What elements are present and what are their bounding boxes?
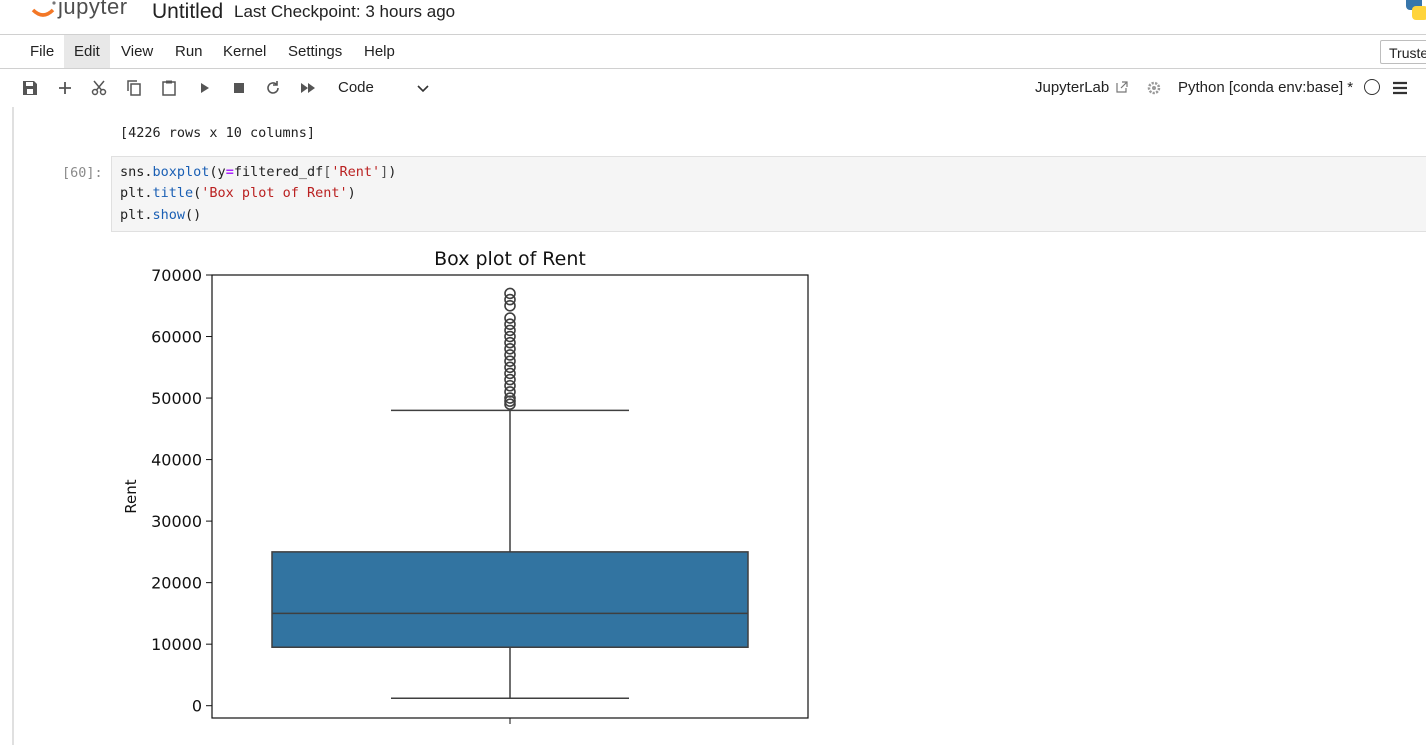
outlier-point: [504, 398, 516, 411]
outlier-point: [504, 367, 516, 380]
y-tick-label: 20000: [151, 574, 202, 593]
boxplot-chart: Box plot of Rent Rent 0 10000 20000 30000 4000…: [122, 248, 809, 724]
notebook-panel: [4226 rows x 10 columns] [60]: sns.boxpl…: [0, 107, 1426, 745]
kernel-status-icon: [1364, 79, 1380, 95]
y-tick-label: 50000: [151, 389, 202, 408]
menu-help[interactable]: Help: [364, 43, 395, 60]
axes-frame: [211, 274, 809, 719]
menu-settings[interactable]: Settings: [288, 43, 343, 60]
chevron-down-icon: [417, 85, 429, 93]
outlier-point: [504, 293, 516, 306]
input-prompt: [60]:: [62, 165, 103, 181]
outlier-point: [504, 343, 516, 355]
menu-kernel[interactable]: Kernel: [223, 43, 267, 60]
cell-collapser-bar[interactable]: [12, 107, 14, 745]
code-line: sns.boxplot(y=filtered_df['Rent']): [120, 164, 397, 180]
y-tick-label: 60000: [151, 328, 202, 347]
outlier-point: [504, 379, 516, 392]
checkpoint-status: Last Checkpoint: 3 hours ago: [234, 2, 456, 21]
outlier-point: [504, 318, 516, 331]
menu-file[interactable]: File: [30, 43, 55, 60]
menu-view[interactable]: View: [121, 43, 154, 60]
kernel-name[interactable]: Python [conda env:base] *: [1178, 79, 1354, 96]
outlier-point: [504, 299, 516, 312]
outlier-point: [504, 312, 516, 324]
menu-edit[interactable]: Edit: [64, 35, 110, 68]
kernel-gear-icon: [1147, 81, 1161, 95]
outlier-point: [504, 373, 516, 386]
add-cell-icon: [59, 82, 71, 94]
add-cell-button[interactable]: [55, 78, 75, 98]
run-all-icon: [301, 83, 315, 93]
code-cell-editor[interactable]: sns.boxplot(y=filtered_df['Rent']) plt.t…: [111, 156, 1426, 232]
stop-icon: [234, 83, 244, 93]
menu-bar: File Edit View Run Kernel Settings Help …: [0, 35, 1426, 69]
run-button[interactable]: [195, 78, 215, 98]
save-button[interactable]: [20, 78, 40, 98]
logo-text: jupyter: [58, 0, 128, 19]
external-link-icon: [1116, 81, 1128, 93]
y-tick-label: 30000: [151, 512, 202, 531]
stop-button[interactable]: [229, 78, 249, 98]
cut-button[interactable]: [89, 78, 109, 98]
restart-icon: [267, 81, 279, 94]
outlier-point: [504, 386, 516, 398]
python-logo-icon: [1406, 0, 1426, 20]
paste-button[interactable]: [159, 78, 179, 98]
outlier-point: [504, 349, 516, 361]
run-all-button[interactable]: [298, 78, 318, 98]
dataframe-summary-output: [4226 rows x 10 columns]: [120, 125, 316, 141]
y-tick-label: 0: [192, 697, 202, 716]
y-tick-label: 70000: [151, 266, 202, 285]
jupyter-logo-icon[interactable]: [28, 0, 58, 22]
y-axis-label: Rent: [122, 479, 140, 513]
copy-icon: [127, 80, 141, 96]
outlier-point: [504, 336, 516, 349]
outlier-point: [504, 361, 516, 374]
outlier-point: [504, 392, 516, 404]
paste-icon: [162, 80, 176, 96]
run-icon: [201, 83, 209, 93]
menu-icon[interactable]: [1392, 80, 1408, 96]
save-icon: [23, 81, 37, 95]
copy-button[interactable]: [124, 78, 144, 98]
y-tick-label: 10000: [151, 635, 202, 654]
outlier-point: [504, 324, 516, 337]
outlier-point: [504, 355, 516, 367]
trusted-indicator[interactable]: Trusted: [1380, 40, 1426, 64]
restart-button[interactable]: [263, 78, 283, 98]
iqr-box: [271, 551, 749, 648]
top-header: jupyter Untitled Last Checkpoint: 3 hour…: [0, 0, 1426, 35]
y-tick-label: 40000: [151, 451, 202, 470]
outlier-point: [504, 330, 516, 343]
cell-type-dropdown[interactable]: Code: [330, 76, 434, 100]
menu-run[interactable]: Run: [175, 43, 203, 60]
cell-type-value: Code: [338, 79, 374, 96]
code-line: plt.title('Box plot of Rent'): [120, 185, 356, 201]
outlier-point: [504, 287, 516, 300]
jupyterlab-link[interactable]: JupyterLab: [1035, 79, 1110, 96]
notebook-title[interactable]: Untitled: [152, 0, 224, 23]
chart-title: Box plot of Rent: [434, 248, 586, 270]
cut-icon: [91, 80, 107, 96]
notebook-toolbar: Code JupyterLab Python [conda env:base] …: [0, 69, 1426, 108]
code-line: plt.show(): [120, 207, 202, 223]
